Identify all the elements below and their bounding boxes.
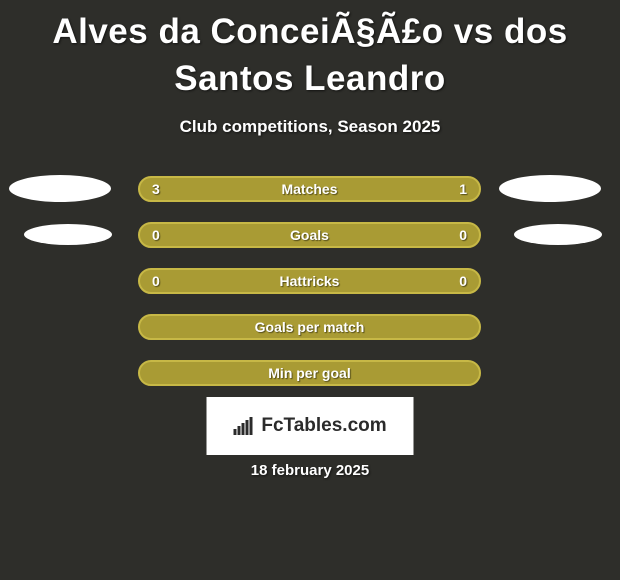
stat-bar-goals-per-match: Goals per match (138, 314, 481, 340)
stat-label: Goals (290, 227, 329, 243)
stat-label: Hattricks (280, 273, 340, 289)
stat-left-value: 0 (152, 227, 160, 243)
stat-row-min-per-goal: Min per goal (0, 347, 620, 393)
date-label: 18 february 2025 (0, 462, 620, 479)
watermark-text: FcTables.com (261, 415, 386, 437)
stat-bar-goals: 0 Goals 0 (138, 222, 481, 248)
stat-row-goals-per-match: Goals per match (0, 301, 620, 347)
comparison-infographic: Alves da ConceiÃ§Ã£o vs dos Santos Leand… (0, 0, 620, 580)
player2-goals-ellipse (514, 224, 602, 245)
stat-bar-hattricks: 0 Hattricks 0 (138, 268, 481, 294)
stat-row-goals: 0 Goals 0 (0, 209, 620, 255)
watermark: FcTables.com (207, 397, 414, 455)
stat-bar-min-per-goal: Min per goal (138, 360, 481, 386)
player1-matches-ellipse (9, 175, 111, 202)
stat-left-value: 3 (152, 181, 160, 197)
stat-label: Min per goal (268, 365, 350, 381)
player1-goals-ellipse (24, 224, 112, 245)
stat-right-value: 0 (459, 273, 467, 289)
stat-label: Goals per match (255, 319, 365, 335)
stat-right-value: 0 (459, 227, 467, 243)
stat-label: Matches (281, 181, 337, 197)
bar-chart-icon (233, 417, 255, 435)
stat-bar-matches: 3 Matches 1 (138, 176, 481, 202)
stat-right-value: 1 (459, 181, 467, 197)
page-title: Alves da ConceiÃ§Ã£o vs dos Santos Leand… (0, 0, 620, 103)
stat-rows: 3 Matches 1 0 Goals 0 0 Hattricks 0 (0, 163, 620, 393)
stat-row-matches: 3 Matches 1 (0, 163, 620, 209)
stat-left-value: 0 (152, 273, 160, 289)
player2-matches-ellipse (499, 175, 601, 202)
subtitle: Club competitions, Season 2025 (0, 117, 620, 137)
stat-row-hattricks: 0 Hattricks 0 (0, 255, 620, 301)
